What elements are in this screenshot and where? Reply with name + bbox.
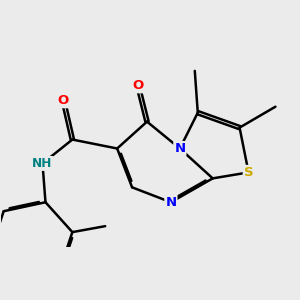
Text: O: O	[58, 94, 69, 107]
Text: S: S	[244, 166, 254, 179]
Text: O: O	[132, 79, 144, 92]
Text: N: N	[165, 196, 176, 209]
Text: NH: NH	[32, 157, 53, 170]
Text: N: N	[174, 142, 185, 155]
